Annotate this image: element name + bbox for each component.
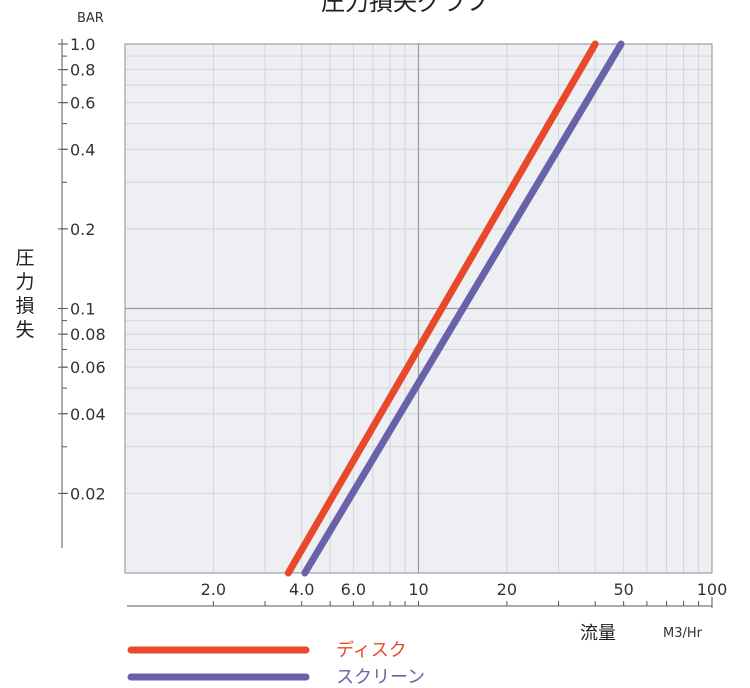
- y-tick-label: 0.1: [70, 300, 95, 319]
- series-line: [284, 40, 599, 577]
- x-tick-label: 6.0: [341, 580, 366, 599]
- y-axis-label-char: 圧: [15, 247, 34, 269]
- y-axis-label: 圧力損失: [15, 247, 34, 341]
- y-tick-label: 0.08: [70, 325, 106, 344]
- x-axis-label: 流量: [580, 623, 616, 644]
- series-line: [301, 40, 625, 577]
- x-tick-label: 2.0: [201, 580, 226, 599]
- legend-label: スクリーン: [336, 667, 425, 688]
- y-axis-label-char: 力: [15, 271, 34, 293]
- x-tick-label: 4.0: [289, 580, 314, 599]
- major-gridlines: [125, 44, 712, 573]
- x-unit-label: M3/Hr: [663, 626, 703, 641]
- y-unit-label: BAR: [77, 11, 104, 26]
- y-tick-label: 0.4: [70, 140, 95, 159]
- x-tick-label: 20: [497, 580, 517, 599]
- x-tick-label: 100: [697, 580, 728, 599]
- y-tick-label: 0.06: [70, 358, 106, 377]
- y-tick-label: 0.8: [70, 61, 95, 80]
- plot-frame: [124, 43, 713, 574]
- y-tick-label: 1.0: [70, 35, 95, 54]
- y-tick-label: 0.2: [70, 220, 95, 239]
- legend-label: ディスク: [336, 640, 407, 661]
- y-tick-label: 0.6: [70, 94, 95, 113]
- series-lines: [284, 40, 625, 577]
- y-tick-label: 0.02: [70, 484, 106, 503]
- y-tick-label: 0.04: [70, 405, 106, 424]
- x-axis: 2.0 4.0 6.0 10 20 50 100: [127, 580, 727, 608]
- x-tick-label: 10: [408, 580, 428, 599]
- y-axis-label-char: 失: [15, 319, 34, 341]
- chart-title: 圧力損失グラフ: [321, 0, 489, 16]
- y-axis-label-char: 損: [15, 295, 34, 317]
- x-tick-label: 50: [613, 580, 633, 599]
- y-axis: 1.0 0.8 0.6 0.4 0.2 0.1 0.08 0.06 0.04 0.02: [58, 35, 106, 548]
